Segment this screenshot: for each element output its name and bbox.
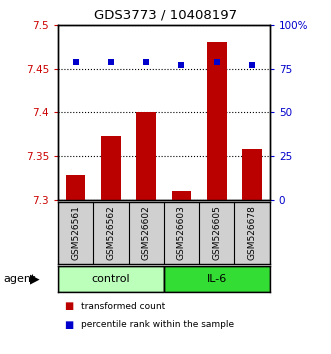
Text: ■: ■ [65, 301, 74, 311]
Text: agent: agent [3, 274, 36, 284]
Bar [172, 191, 191, 200]
Bar [207, 42, 226, 200]
Bar [101, 136, 120, 200]
Text: transformed count: transformed count [81, 302, 166, 311]
Text: GSM526561: GSM526561 [71, 205, 80, 260]
Text: ▶: ▶ [30, 272, 40, 285]
Bar [66, 176, 85, 200]
Text: IL-6: IL-6 [207, 274, 227, 284]
Bar [136, 112, 156, 200]
Text: ■: ■ [65, 320, 74, 330]
Text: control: control [92, 274, 130, 284]
Bar [58, 266, 164, 292]
Bar [164, 266, 270, 292]
Text: GSM526605: GSM526605 [212, 205, 221, 260]
Text: percentile rank within the sample: percentile rank within the sample [81, 320, 234, 329]
Text: GSM526678: GSM526678 [248, 205, 257, 260]
Text: GDS3773 / 10408197: GDS3773 / 10408197 [94, 9, 237, 22]
Bar [242, 149, 262, 200]
Text: GSM526603: GSM526603 [177, 205, 186, 260]
Text: GSM526602: GSM526602 [142, 205, 151, 260]
Text: GSM526562: GSM526562 [106, 205, 116, 260]
